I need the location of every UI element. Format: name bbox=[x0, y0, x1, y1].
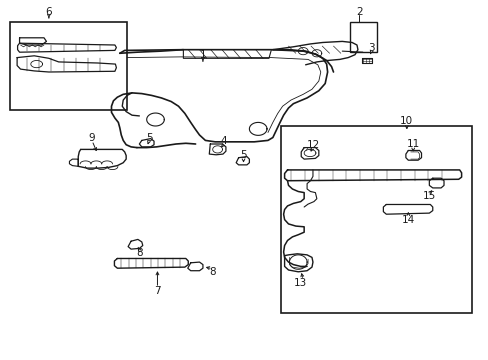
Text: 15: 15 bbox=[422, 191, 435, 201]
Text: 7: 7 bbox=[154, 286, 161, 296]
Bar bbox=[349, 22, 376, 52]
Text: 9: 9 bbox=[88, 132, 95, 143]
Bar bbox=[10, 22, 127, 110]
Text: 14: 14 bbox=[401, 215, 414, 225]
Text: 6: 6 bbox=[45, 6, 52, 17]
Text: 8: 8 bbox=[209, 267, 216, 277]
Text: 2: 2 bbox=[355, 6, 362, 17]
Text: 5: 5 bbox=[240, 150, 246, 160]
Text: 13: 13 bbox=[293, 278, 307, 288]
Text: 11: 11 bbox=[406, 139, 419, 149]
Text: 1: 1 bbox=[199, 50, 206, 60]
Text: 5: 5 bbox=[145, 132, 152, 143]
Text: 4: 4 bbox=[220, 136, 227, 146]
Bar bbox=[281, 126, 471, 313]
Text: 12: 12 bbox=[305, 140, 319, 150]
Text: 10: 10 bbox=[400, 116, 412, 126]
Text: 3: 3 bbox=[367, 42, 374, 53]
Text: 8: 8 bbox=[136, 248, 142, 258]
